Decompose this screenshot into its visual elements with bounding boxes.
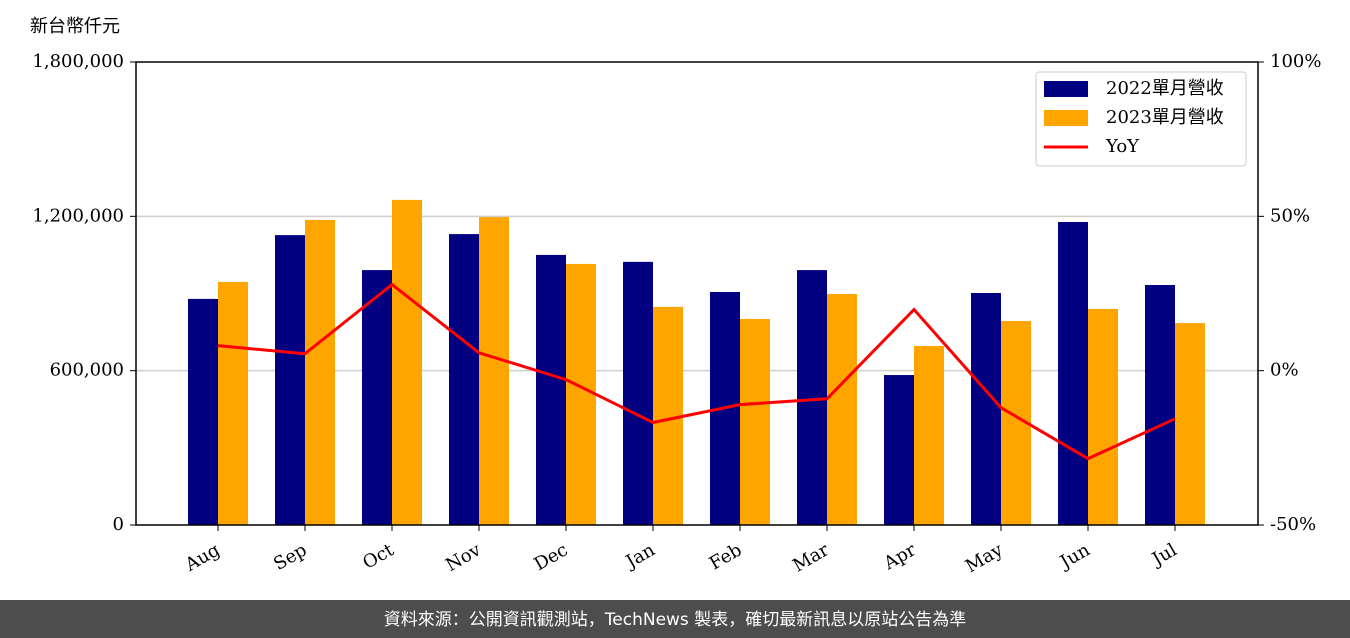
y-tick-label: 1,200,000 [32,205,124,226]
bar [884,375,914,525]
bar [623,261,653,525]
legend: 2022單月營收 2023單月營收 YoY [1035,71,1247,167]
y2-tick-label: -50% [1270,514,1316,535]
bar [479,217,509,526]
x-tick-label: Jul [1147,539,1181,571]
x-tick-label: Mar [789,539,833,576]
bar [275,235,305,526]
bar [1145,285,1175,525]
footer-bar [0,600,1350,638]
bar [218,281,248,525]
bar [740,318,770,525]
bar [827,294,857,525]
y-axis-label: 新台幣仟元 [30,16,120,37]
x-tick-label: Aug [181,539,224,576]
y2-tick-label: 50% [1270,205,1310,226]
bar [797,270,827,525]
bar [392,199,422,526]
y-tick-label: 0 [113,514,124,535]
bar [914,345,944,525]
bar [449,234,479,525]
y2-tick-label: 100% [1270,51,1321,72]
y-tick-label: 1,800,000 [32,51,124,72]
line-series [217,282,1176,461]
x-tick-label: Sep [270,539,310,574]
x-tick-label: Oct [359,539,398,574]
x-tick-label: Nov [442,539,485,576]
legend-label: 2022單月營收 [1106,78,1224,99]
bar [971,292,1001,525]
footer-text: 資料來源：公開資訊觀測站，TechNews 製表，確切最新訊息以原站公告為準 [384,610,966,630]
plot-frame [135,61,1259,526]
bar [188,298,218,525]
x-tick-label: Feb [706,539,746,574]
bar [1058,221,1088,525]
legend-swatch [1044,81,1088,97]
y-tick-label: 600,000 [50,360,124,381]
bar [1175,323,1205,525]
x-tick-label: Dec [531,539,572,575]
bar [1088,308,1118,525]
y2-tick-label: 0% [1270,360,1299,381]
legend-box [1035,71,1247,167]
x-tick-label: Jan [621,539,659,573]
bar [536,254,566,525]
bar [566,263,596,525]
x-tick-label: Apr [879,539,919,574]
legend-label: 2023單月營收 [1106,107,1224,128]
bar [305,219,335,525]
x-tick-label: May [962,539,1007,577]
legend-swatch [1044,110,1088,126]
legend-label: YoY [1105,136,1140,157]
bar [362,270,392,525]
x-tick-label: Jun [1055,539,1094,574]
